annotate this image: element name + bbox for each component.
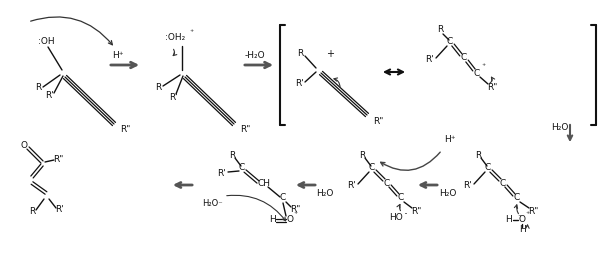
Text: R": R" (487, 83, 497, 92)
Text: ..: .. (518, 210, 523, 219)
Text: R': R' (464, 181, 472, 190)
Text: R: R (155, 83, 161, 92)
Text: CH: CH (257, 180, 271, 188)
Text: O: O (518, 215, 526, 224)
Text: +: + (326, 49, 334, 59)
Text: R: R (229, 150, 235, 159)
Text: :OH₂: :OH₂ (165, 34, 185, 43)
Text: R": R" (528, 208, 538, 216)
Text: C: C (500, 178, 506, 187)
Text: ⁺: ⁺ (526, 210, 530, 219)
Text: R': R' (56, 205, 64, 214)
Text: R': R' (46, 92, 55, 101)
Text: R": R" (53, 155, 63, 164)
Text: H₂O: H₂O (316, 188, 334, 197)
Text: H: H (506, 215, 512, 224)
Text: R: R (359, 150, 365, 159)
Text: ⁺: ⁺ (294, 210, 298, 219)
Text: O: O (20, 140, 28, 149)
Text: H⁺: H⁺ (444, 135, 456, 144)
Text: R": R" (120, 125, 130, 134)
Text: R: R (297, 49, 303, 58)
Text: C: C (461, 54, 467, 63)
Text: H⁺: H⁺ (112, 50, 124, 59)
Text: R: R (29, 208, 35, 216)
Text: R": R" (240, 125, 250, 134)
Text: O: O (287, 215, 293, 224)
Text: C: C (485, 163, 491, 172)
Text: R: R (35, 83, 41, 92)
Text: H₂O: H₂O (439, 188, 457, 197)
Text: C: C (384, 178, 390, 187)
Text: R: R (475, 150, 481, 159)
Text: H: H (518, 225, 526, 234)
Text: ⁺: ⁺ (481, 63, 485, 72)
Text: C: C (280, 194, 286, 202)
Text: C: C (398, 194, 404, 202)
Text: C: C (239, 163, 245, 172)
Text: C: C (447, 37, 453, 46)
Text: -H₂O: -H₂O (245, 50, 265, 59)
Text: C: C (474, 68, 480, 78)
Text: H: H (269, 215, 275, 224)
Text: R': R' (425, 55, 434, 64)
Text: HO: HO (389, 214, 403, 223)
Text: R': R' (347, 181, 356, 190)
Text: R: R (437, 26, 443, 35)
Text: R': R' (296, 78, 304, 87)
Text: :OH: :OH (38, 37, 55, 46)
Text: C: C (369, 163, 375, 172)
Text: R": R" (411, 208, 421, 216)
Text: R": R" (373, 116, 383, 125)
Text: R': R' (169, 92, 178, 101)
Text: H₂O: H₂O (551, 124, 569, 133)
Text: R": R" (290, 205, 300, 214)
Text: ·: · (404, 209, 408, 221)
Text: R': R' (218, 168, 226, 177)
Text: C: C (514, 194, 520, 202)
Text: ⁺: ⁺ (189, 29, 193, 37)
Text: H₂O⁻: H₂O⁻ (202, 200, 223, 209)
